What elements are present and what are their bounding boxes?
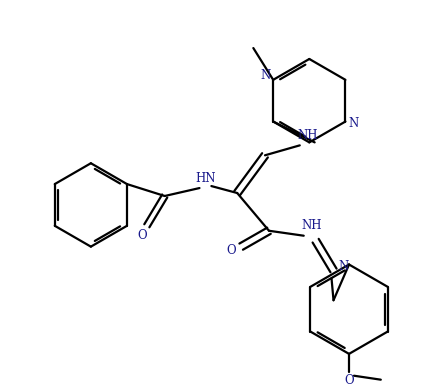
Text: O: O — [344, 374, 354, 387]
Text: HN: HN — [195, 172, 216, 185]
Text: NH: NH — [302, 219, 322, 232]
Text: N: N — [338, 260, 348, 273]
Text: N: N — [348, 117, 359, 130]
Text: NH: NH — [297, 129, 318, 142]
Text: O: O — [227, 244, 236, 257]
Text: N: N — [260, 69, 271, 82]
Text: O: O — [137, 229, 147, 242]
